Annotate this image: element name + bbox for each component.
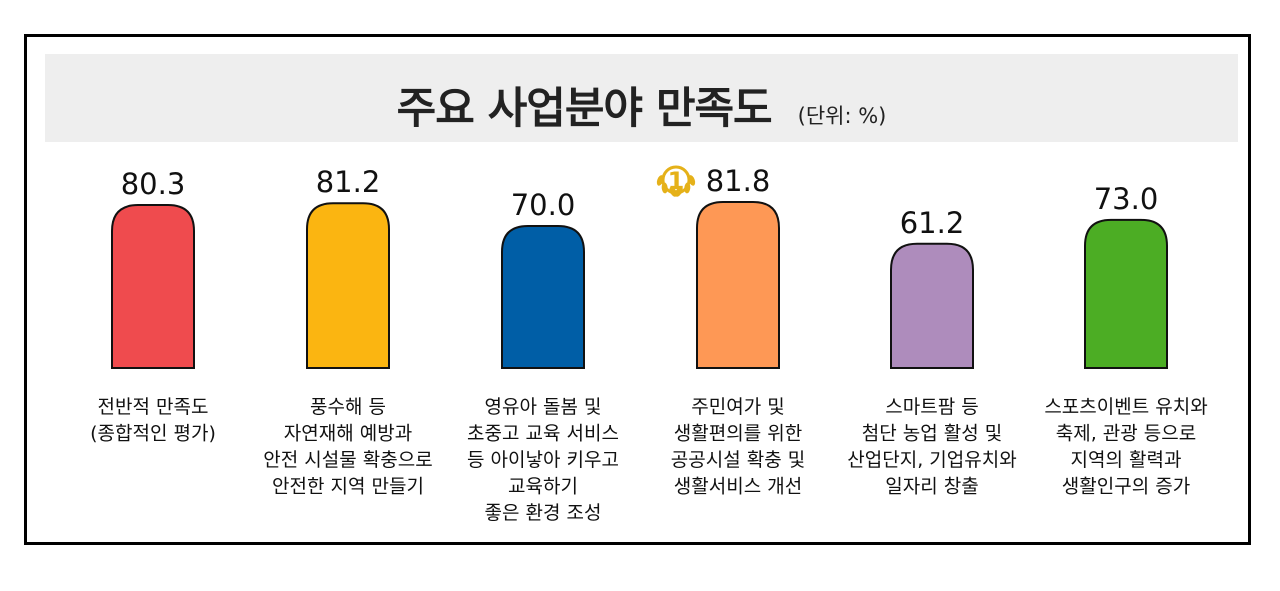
category-label-1-line-1: 전반적 만족도 [98,396,209,418]
category-label-5-line-4: 일자리 창출 [885,476,978,498]
bar-2 [306,202,390,369]
value-label-4: 81.8 [706,164,771,198]
unit-label: (단위: %) [797,104,887,128]
category-label-4-line-4: 생활서비스 개선 [674,476,802,498]
category-label-3-line-4: 교육하기 [508,476,578,498]
category-label-4-line-1: 주민여가 및 [691,396,784,418]
chart-title-text: 주요 사업분야 만족도 [396,84,773,134]
value-label-2: 81.2 [316,165,381,199]
category-label-6-line-3: 지역의 활력과 [1071,449,1182,471]
category-label-2-line-3: 안전 시설물 확충으로 [263,449,432,471]
value-label-5: 61.2 [900,206,965,240]
laurel-leaf [656,175,664,186]
category-label-5-line-1: 스마트팜 등 [885,396,978,418]
category-label-3-line-2: 초중고 교육 서비스 [467,423,619,445]
category-label-4-line-3: 공공시설 확충 및 [671,449,805,471]
bar-3 [501,224,585,369]
laurel-leaf [661,182,668,194]
category-label-6-line-1: 스포츠이벤트 유치와 [1044,396,1207,418]
category-label-3-line-1: 영유아 돌봄 및 [485,396,602,418]
bar-1 [111,204,195,369]
bar-5 [890,242,974,369]
bar-6 [1084,218,1168,369]
category-label-5-line-2: 첨단 농업 활성 및 [862,423,1002,445]
rank-badge: 1 [656,165,696,197]
laurel-leaf [674,186,683,197]
bar-4 [696,201,780,369]
laurel-leaf [688,175,696,186]
laurel-leaf [684,182,691,194]
chart-frame: 주요 사업분야 만족도 (단위: %) [24,34,1251,545]
category-label-3-line-3: 등 아이낳아 키우고 [467,449,619,471]
value-label-1: 80.3 [121,167,186,201]
category-label-6-line-4: 생활인구의 증가 [1062,476,1190,498]
value-label-3: 70.0 [511,188,576,222]
chart-title: 주요 사업분야 만족도 (단위: %) [45,74,1238,136]
category-label-2-line-4: 안전한 지역 만들기 [272,476,424,498]
category-label-4-line-2: 생활편의를 위한 [674,423,802,445]
title-band: 주요 사업분야 만족도 (단위: %) [45,54,1238,142]
category-label-3-line-5: 좋은 환경 조성 [485,502,602,524]
category-label-2-line-1: 풍수해 등 [310,396,386,418]
value-label-6: 73.0 [1094,182,1159,216]
category-label-5-line-3: 산업단지, 기업유치와 [847,449,1016,471]
category-label-2-line-2: 자연재해 예방과 [284,423,412,445]
rank-badge-number: 1 [668,167,685,195]
category-label-6-line-2: 축제, 관광 등으로 [1056,423,1196,445]
category-label-1-line-2: (종합적인 평가) [90,423,216,445]
